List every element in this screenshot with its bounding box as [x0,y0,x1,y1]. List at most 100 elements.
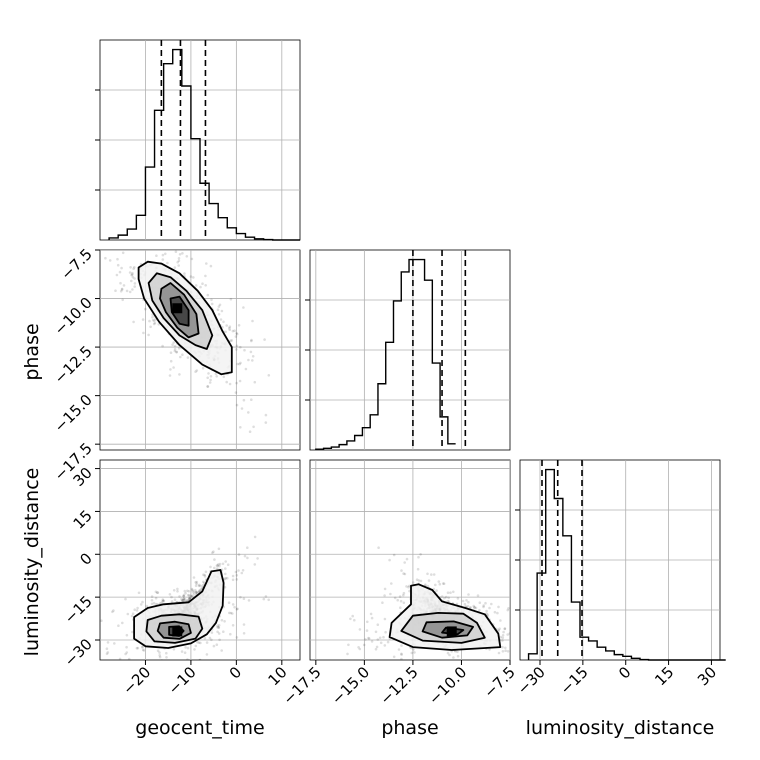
sample-point [186,593,190,597]
sample-point [504,646,507,650]
sample-point [166,261,169,265]
sample-point [551,669,554,672]
sample-point [267,598,271,602]
y-tick-label: −10.0 [51,294,96,339]
sample-point [424,583,427,586]
sample-point [159,602,162,605]
sample-point [506,633,510,636]
sample-point [133,277,136,280]
sample-point [235,636,239,639]
sample-point [96,292,99,295]
sample-point [162,599,166,603]
contour-line [169,295,190,327]
sample-point [452,590,455,594]
sample-point [204,274,207,278]
sample-point [161,344,164,348]
sample-point [169,242,172,245]
sample-point [165,656,168,659]
sample-point [185,254,189,258]
sample-point [235,332,239,336]
sample-point [155,254,158,257]
sample-point [165,651,168,655]
sample-point [392,655,396,659]
sample-point [229,297,233,301]
sample-point [141,318,145,321]
sample-point [515,626,518,629]
sample-point [382,635,385,639]
sample-point [93,618,96,621]
sample-point [222,375,226,379]
sample-point [203,573,206,577]
sample-point [170,600,174,603]
histogram-geocent_time [95,39,301,241]
sample-point [131,288,134,291]
sample-point [504,649,507,652]
sample-point [131,275,135,279]
sample-point [217,305,221,308]
sample-point [186,356,190,359]
sample-point [379,641,383,645]
sample-point [411,581,415,584]
sample-point [109,241,112,244]
sample-point [120,266,123,270]
sample-point [220,618,224,622]
sample-point [400,569,403,572]
sample-point [472,604,476,608]
sample-point [152,601,156,605]
sample-point [392,553,396,557]
sample-point [119,289,123,293]
sample-point [168,659,170,660]
sample-point [95,615,98,618]
sample-point [125,651,129,654]
contour-line [388,583,502,651]
sample-point [183,598,187,601]
sample-point [172,341,175,344]
sample-point [108,259,112,262]
sample-point [219,318,223,321]
sample-point [215,375,218,378]
sample-point [217,632,221,635]
sample-point [247,411,250,414]
sample-point [121,621,124,625]
sample-point [473,606,476,609]
sample-point [238,379,242,383]
sample-point [208,381,212,384]
sample-point [192,591,196,594]
sample-point [388,558,391,562]
sample-point [482,604,486,607]
sample-point [447,596,451,600]
sample-point [194,591,198,594]
sample-point [220,309,224,313]
contour-line [441,626,465,636]
x-tick-label: 30 [694,663,720,689]
x-axis-label-phase: phase [381,717,438,739]
sample-point [144,307,147,311]
sample-point [217,313,221,316]
sample-point [130,241,133,244]
sample-point [386,640,390,644]
sample-point [236,362,239,366]
sample-point [124,662,127,665]
sample-point [357,646,360,649]
sample-point [116,257,119,261]
sample-point [92,619,95,622]
sample-point [203,636,207,640]
sample-point [149,325,152,329]
sample-point [172,589,176,592]
panels: −20 −10 0 10−17.5 −15.0 −12.5 −10.0 −7.5−30 −15 0… [51,39,726,708]
sample-point [347,643,350,647]
sample-point [384,630,387,634]
sample-point [374,630,378,634]
sample-point [407,585,410,589]
sample-point [199,661,202,664]
sample-point [215,643,219,646]
sample-point [183,589,187,593]
sample-point [497,605,500,609]
sample-point [248,430,252,434]
sample-point [467,593,470,596]
sample-point [419,553,422,556]
sample-point [369,612,373,616]
sample-point [400,653,403,656]
sample-point [205,641,209,644]
sample-point [220,649,223,652]
